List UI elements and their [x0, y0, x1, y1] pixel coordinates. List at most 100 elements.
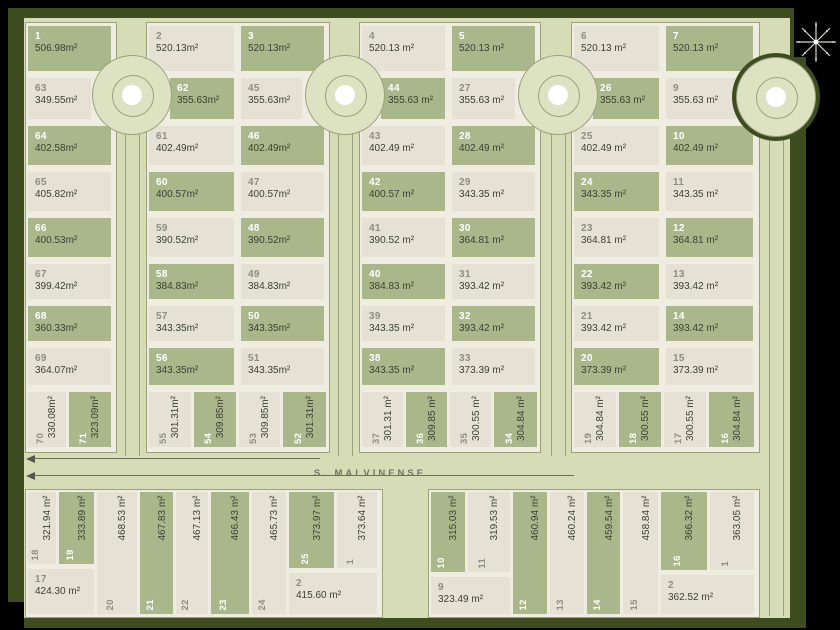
lot-area: 355.63m² — [248, 95, 291, 106]
lot-cell: 37 301.31 m² — [362, 392, 403, 447]
lot-area: 343.35m² — [156, 365, 199, 376]
lot-number: 21 — [144, 599, 156, 611]
lot-cell: 18 321.94 m² — [28, 492, 56, 564]
street-stem — [551, 133, 566, 456]
lot-area: 343.35 m² — [369, 365, 415, 376]
lot-area: 402.58m² — [35, 143, 78, 154]
lot-number: 17 — [673, 432, 684, 444]
lot-area: 384.83 m² — [369, 281, 415, 292]
lot-area: 343.35m² — [248, 365, 291, 376]
lot-cell: 29 343.35 m² — [452, 172, 535, 211]
lot-cell: 11 319.53 m² — [468, 492, 510, 572]
lot-area: 402.49 m² — [369, 143, 415, 154]
lot-area: 390.52m² — [248, 235, 291, 246]
lot-number: 48 — [248, 223, 260, 234]
lot-area: 393.42 m² — [459, 323, 505, 334]
lot-number: 53 — [247, 432, 259, 444]
lot-cell: 31 393.42 m² — [452, 264, 535, 299]
lot-area: 520.13 m² — [459, 43, 505, 54]
lot-cell: 58 384.83m² — [149, 264, 234, 299]
lot-number: 56 — [156, 353, 168, 364]
lot-number: 62 — [177, 83, 189, 94]
lot-area: 393.42 m² — [581, 281, 627, 292]
lot-area: 399.42m² — [35, 281, 78, 292]
lot-area: 373.39 m² — [459, 365, 505, 376]
lot-cell: 2 415.60 m² — [289, 573, 377, 614]
lot-area: 321.94 m² — [42, 495, 53, 541]
culdesac-ring — [112, 75, 154, 117]
lot-number: 45 — [248, 83, 260, 94]
lot-area: 460.94 m² — [530, 495, 541, 541]
lot-number: 27 — [459, 83, 471, 94]
lot-number: 9 — [438, 582, 444, 593]
lot-area: 402.49m² — [248, 143, 291, 154]
north-star-icon — [796, 22, 836, 62]
lot-area: 400.57m² — [248, 189, 291, 200]
lot-cell: 41 390.52 m² — [362, 218, 445, 257]
lot-cell: 4 520.13 m² — [362, 26, 445, 71]
lot-number: 18 — [628, 432, 639, 444]
lot-number: 54 — [203, 432, 214, 444]
lot-cell: 42 400.57 m² — [362, 172, 445, 211]
lot-cell: 7 520.13 m² — [666, 26, 753, 71]
lot-cell: 52 301.31m² — [283, 392, 326, 447]
lot-number: 29 — [459, 177, 471, 188]
lot-area: 300.55 m² — [685, 395, 696, 441]
lot-cell: 61 402.49m² — [149, 126, 234, 165]
lot-cell: 22 467.13 m² — [176, 492, 208, 614]
lot-cell: 2 362.52 m² — [661, 575, 754, 614]
lot-cell: 25 402.49 m² — [574, 126, 659, 165]
lot-area: 355.63m² — [177, 95, 220, 106]
lot-number: 26 — [600, 83, 612, 94]
lot-number: 51 — [248, 353, 260, 364]
lot-cell: 28 402.49 m² — [452, 126, 535, 165]
lot-cell: 1 363.05 m² — [710, 492, 754, 570]
lot-cell: 67 399.42m² — [28, 264, 111, 299]
corner-notch — [0, 602, 24, 630]
lot-area: 467.83 m² — [156, 495, 168, 541]
lot-cell: 14 393.42 m² — [666, 306, 753, 341]
arrow-line — [34, 458, 320, 459]
lot-area: 355.63 m² — [600, 95, 646, 106]
lot-area: 364.07m² — [35, 365, 78, 376]
lot-cell: 36 309.85 m² — [406, 392, 447, 447]
lot-number: 10 — [673, 131, 685, 142]
lot-number: 55 — [158, 432, 169, 444]
lot-cell: 20 468.53 m² — [97, 492, 137, 614]
lot-area: 343.35m² — [248, 323, 291, 334]
left-arrow-icon — [26, 455, 35, 463]
lot-number: 15 — [673, 353, 685, 364]
lot-number: 66 — [35, 223, 47, 234]
lot-cell: 57 343.35m² — [149, 306, 234, 341]
lot-cell: 51 343.35m² — [241, 348, 324, 385]
lot-number: 12 — [673, 223, 685, 234]
lot-number: 25 — [581, 131, 593, 142]
arrow-line — [34, 475, 574, 476]
lot-cell: 5 520.13 m² — [452, 26, 535, 71]
lot-number: 10 — [436, 557, 447, 569]
lot-cell: 69 364.07m² — [28, 348, 111, 385]
lot-area: 343.35 m² — [581, 189, 627, 200]
lot-area: 309.85 m² — [426, 395, 438, 441]
lot-cell: 55 301.31m² — [149, 392, 191, 447]
culdesac-center-dot — [548, 85, 568, 105]
lot-area: 333.89 m² — [76, 495, 88, 541]
lot-cell: 21 393.42 m² — [574, 306, 659, 341]
lot-cell: 2 520.13m² — [149, 26, 234, 71]
lot-area: 319.53 m² — [489, 495, 500, 541]
lot-area: 468.53 m² — [117, 495, 128, 541]
lot-cell: 46 402.49m² — [241, 126, 324, 165]
culdesac-bulb — [92, 55, 172, 135]
lot-cell: 54 309.85m² — [194, 392, 236, 447]
lot-area: 459.54 m² — [603, 495, 615, 541]
lot-area: 520.13 m² — [581, 43, 627, 54]
lot-cell: 13 393.42 m² — [666, 264, 753, 299]
lot-number: 22 — [581, 269, 593, 280]
lot-cell: 20 373.39 m² — [574, 348, 659, 385]
lot-cell: 16 366.32 m² — [661, 492, 707, 570]
lot-number: 1 — [345, 558, 356, 565]
lot-number: 60 — [156, 177, 168, 188]
lot-area: 506.98m² — [35, 43, 78, 54]
lot-number: 38 — [369, 353, 381, 364]
